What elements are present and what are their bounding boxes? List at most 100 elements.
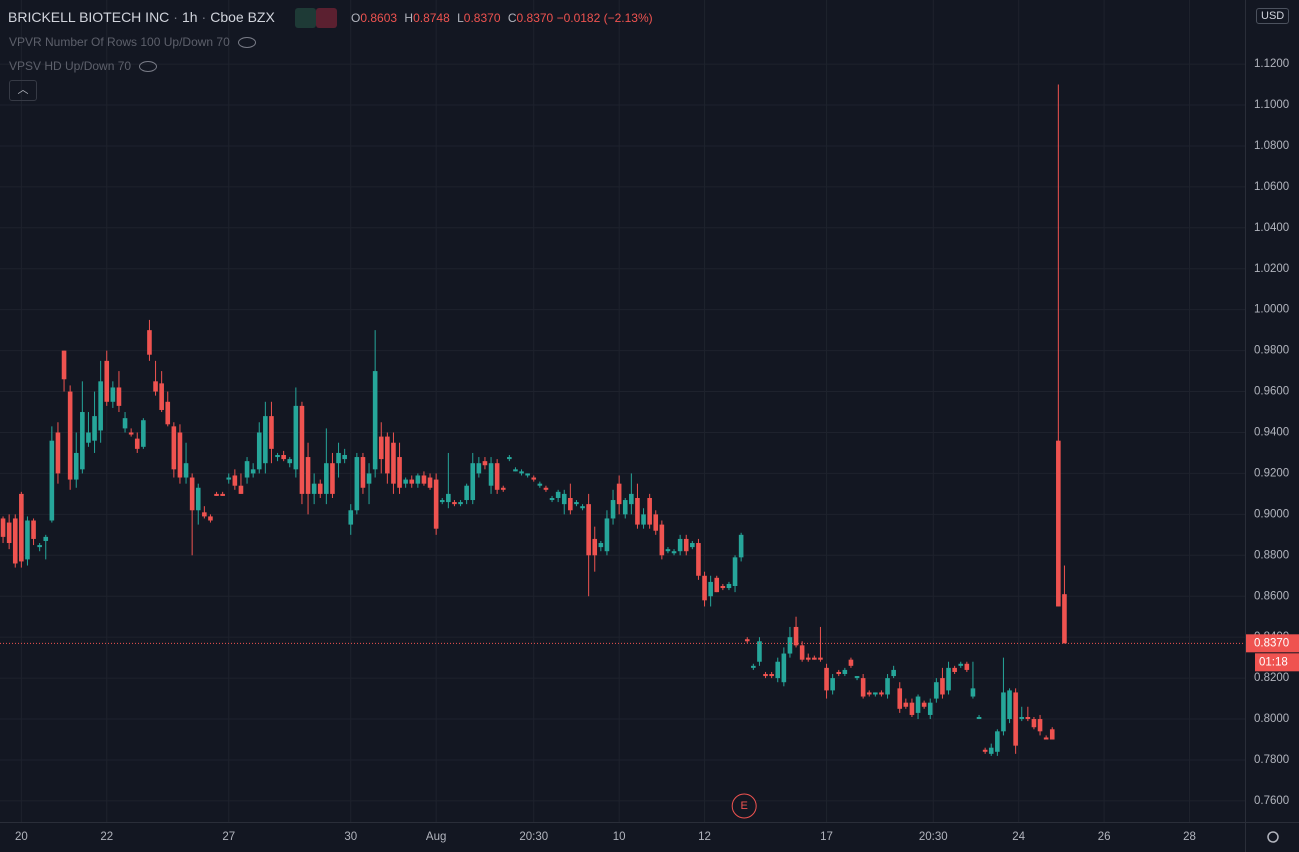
candle-body: [702, 575, 707, 601]
candle-body: [452, 502, 457, 505]
candle-body: [641, 514, 646, 525]
candle-body: [507, 457, 512, 460]
candle-body: [793, 626, 799, 646]
candle-body: [891, 669, 896, 677]
last-price-label: 0.8370: [1254, 637, 1289, 649]
candle-body: [915, 696, 921, 713]
candle-body: [866, 692, 872, 695]
candle-body: [683, 538, 689, 552]
candle-body: [208, 516, 213, 521]
y-tick-label: 0.7800: [1254, 754, 1289, 766]
candle-body: [592, 538, 598, 556]
candle-body: [574, 502, 579, 505]
x-tick-label: 30: [344, 831, 357, 843]
candle-body: [49, 440, 55, 521]
candle-body: [61, 350, 67, 380]
candle-body: [171, 426, 177, 470]
candle-body: [177, 432, 183, 478]
interval[interactable]: 1h: [181, 9, 198, 25]
candle-body: [55, 432, 61, 474]
candle-body: [964, 663, 970, 670]
candle-body: [635, 497, 640, 525]
candle-body: [220, 493, 225, 496]
candle-body: [988, 747, 994, 754]
last-price-tag: [1246, 634, 1299, 653]
y-tick-label: 0.8600: [1254, 590, 1289, 602]
candle-body: [903, 702, 909, 707]
candle-body: [549, 497, 555, 501]
collapse-button[interactable]: ︿: [9, 80, 37, 101]
candle-body: [311, 483, 317, 494]
hidden-icon[interactable]: [139, 61, 158, 73]
candle-body: [848, 659, 854, 666]
candle-body: [147, 330, 152, 355]
low-value: 0.8370: [463, 11, 501, 25]
candle-body: [1049, 729, 1055, 740]
candle-body: [189, 477, 195, 511]
candle-body: [519, 471, 524, 474]
candle-body: [19, 493, 24, 562]
candle-body: [824, 667, 829, 691]
candle-body: [531, 477, 537, 480]
y-tick-label: 0.9600: [1254, 386, 1289, 398]
candle-body: [879, 692, 884, 695]
candle-body: [580, 506, 585, 509]
y-tick-label: 1.0200: [1254, 263, 1289, 275]
candle-body: [366, 473, 372, 484]
candle-body: [561, 493, 567, 505]
separator: ·: [201, 9, 207, 25]
candle-body: [281, 455, 286, 460]
settings-icon[interactable]: [1267, 831, 1279, 843]
candle-body: [476, 463, 482, 474]
x-tick-label: 28: [1183, 831, 1196, 843]
candle-body: [232, 475, 238, 486]
y-tick-label: 1.0800: [1254, 140, 1289, 152]
candle-body: [854, 676, 860, 679]
candle-body: [976, 716, 982, 720]
candle-body: [1007, 690, 1012, 720]
exchange: Cboe BZX: [210, 9, 275, 25]
candle-body: [128, 432, 134, 435]
candle-body: [738, 534, 744, 558]
candle-body: [763, 674, 768, 677]
ohlc-legend: O0.8603 H0.8748 L0.8370 C0.8370 −0.0182 …: [351, 11, 653, 25]
candle-body: [165, 401, 171, 425]
candle-body: [799, 645, 805, 660]
hidden-icon[interactable]: [237, 37, 256, 49]
candle-body: [12, 518, 18, 564]
candle-body: [995, 731, 1000, 752]
indicator-row[interactable]: VPVR Number Of Rows 100 Up/Down 70: [9, 35, 256, 49]
candle-body: [305, 457, 311, 494]
indicator-name: VPSV HD Up/Down 70: [9, 59, 132, 73]
symbol-name[interactable]: BRICKELL BIOTECH INC: [8, 9, 170, 25]
candle-body: [6, 522, 12, 544]
candle-body: [757, 641, 762, 662]
event-marker[interactable]: [731, 793, 757, 819]
currency-button[interactable]: USD: [1256, 8, 1290, 24]
candle-body: [970, 688, 976, 697]
x-tick-label: 17: [820, 831, 833, 843]
candle-body: [568, 497, 573, 511]
candle-body: [330, 463, 335, 494]
candle-body: [1013, 692, 1018, 746]
candle-body: [860, 678, 866, 697]
candle-body: [958, 663, 964, 666]
candle-body: [104, 360, 110, 402]
change-value: −0.0182 (−2.13%): [556, 11, 653, 25]
indicator-row[interactable]: VPSV HD Up/Down 70: [9, 59, 158, 73]
candle-body: [385, 436, 390, 474]
candle-body: [927, 702, 933, 715]
candle-body: [726, 583, 732, 589]
event-label: E: [741, 800, 748, 812]
y-tick-label: 1.1000: [1254, 99, 1289, 111]
candle-body: [885, 678, 890, 695]
candle-body: [732, 557, 738, 587]
candle-body: [610, 500, 616, 519]
candle-body: [513, 469, 518, 472]
candle-body: [488, 463, 494, 486]
candle-body: [616, 483, 622, 505]
candle-body: [781, 653, 787, 683]
candle-body: [433, 479, 439, 529]
